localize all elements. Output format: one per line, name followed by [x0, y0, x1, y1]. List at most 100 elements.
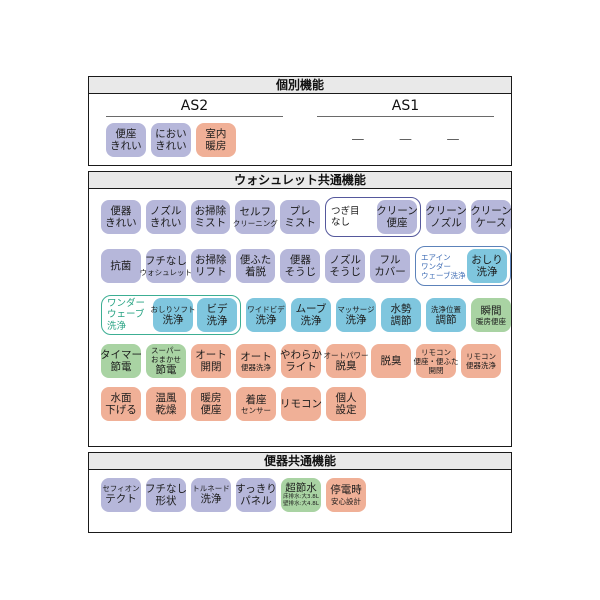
badge-line: 室内: [205, 127, 227, 140]
feature-badge: オート 便器洗浄: [236, 344, 276, 379]
badge-line: 水勢: [390, 303, 412, 316]
badge-line: パネル: [240, 495, 272, 507]
feature-badge: お掃除 ミスト: [190, 200, 231, 234]
badge-line: 停電時: [330, 484, 362, 497]
feature-badge: 停電時 安心設計: [326, 478, 366, 512]
feature-badge: リモコン 便座・便ふた 開閉: [414, 344, 459, 379]
feature-badge: 便座 きれい: [105, 123, 146, 157]
badge-line: 着脱: [245, 266, 267, 278]
feature-badge: すっきり パネル: [235, 478, 277, 512]
feature-row: 水面 下げる 温風 乾燥 暖房 便座 着座 センサー リモコン 個人 設定: [101, 387, 511, 422]
feature-badge: 水面 下げる: [101, 387, 141, 422]
feature-badge: スーパー おまかせ 節電: [146, 344, 186, 379]
individual-body: AS2 便座 きれい におい きれい 室内 暖房 AS1 — — —: [89, 94, 511, 157]
feature-badge: オート 開閉: [191, 344, 231, 379]
feature-badge: クリーン ケース: [470, 200, 512, 234]
badge-line: 便ふた: [239, 253, 272, 266]
badge-line: 床排水:大3.8L: [283, 494, 319, 501]
badge-line: 洗浄: [345, 313, 367, 326]
feature-badge: フル カバー: [370, 249, 410, 283]
badge-line: ウォシュレット: [139, 267, 193, 277]
as2-badge-row: 便座 きれい におい きれい 室内 暖房: [105, 123, 283, 157]
badge-line: 脱臭: [380, 355, 402, 368]
badge-line: 温風: [155, 392, 177, 405]
badge-line: 節電: [110, 361, 132, 374]
badge-line: 洗浄: [476, 266, 498, 278]
feature-row: 抗菌 フチなし ウォシュレット お掃除 リフト 便ふた 着脱 便器 そうじ ノズル そうじ フル カバー…: [101, 246, 511, 286]
feature-badge: オートパワー 脱臭: [324, 344, 369, 379]
feature-badge: 超節水 床排水:大3.8L 壁排水:大4.8L: [281, 478, 321, 512]
model-label-as1: AS1: [391, 98, 420, 114]
badge-line: お掃除: [194, 253, 227, 266]
badge-line: ワンダー: [107, 298, 146, 309]
feature-badge: 便器 きれい: [101, 200, 141, 234]
badge-line: クリーン: [376, 204, 418, 217]
feature-badge: ムーブ 洗浄: [291, 298, 331, 333]
badge-line: フチなし: [144, 255, 187, 268]
as1-underline: [316, 116, 495, 117]
feature-group: つぎ目 なし クリーン 便座: [325, 197, 421, 237]
feature-badge: リモコン: [280, 387, 322, 422]
badge-line: 下げる: [105, 404, 137, 417]
badge-line: 設定: [335, 404, 357, 417]
badge-line: リモコン: [280, 398, 322, 411]
badge-line: におい: [155, 127, 187, 140]
badge-line: 調節: [390, 315, 412, 328]
badge-line: 乾燥: [155, 404, 177, 417]
badge-line: フル: [379, 253, 401, 266]
badge-line: 暖房便座: [476, 316, 506, 326]
feature-badge: タイマー 節電: [100, 344, 142, 379]
as1-dash-row: — — —: [317, 123, 494, 147]
feature-badge: おしりソフト 洗浄: [150, 298, 196, 333]
badge-line: ケース: [475, 217, 507, 229]
badge-line: 洗浄: [255, 313, 277, 326]
section-washlet-title: ウォシュレット共通機能: [89, 172, 511, 189]
badge-line: リモコン: [421, 347, 451, 357]
feature-badge: マッサージ 洗浄: [336, 298, 376, 333]
feature-badge: フチなし 形状: [145, 478, 187, 512]
badge-line: ノズル: [329, 253, 361, 266]
badge-line: 洗浄: [107, 320, 127, 332]
badge-line: 壁排水:大4.8L: [283, 501, 319, 508]
badge-line: おまかせ: [151, 355, 181, 365]
feature-badge: 瞬間 暖房便座: [471, 298, 511, 333]
badge-line: 個人: [335, 392, 357, 405]
badge-line: ウェーブ: [107, 309, 145, 321]
badge-line: やわらか: [280, 349, 322, 362]
badge-line: テクト: [105, 493, 137, 506]
feature-badge: フチなし ウォシュレット: [140, 249, 192, 283]
feature-badge: 温風 乾燥: [146, 387, 186, 422]
badge-line: ビデ: [206, 303, 228, 316]
feature-badge: プレ ミスト: [280, 200, 320, 234]
badge-line: タイマー: [100, 349, 142, 362]
badge-line: お掃除: [194, 204, 227, 217]
badge-line: そうじ: [329, 266, 361, 278]
badge-line: 洗浄: [206, 315, 228, 328]
dash-placeholder: —: [398, 132, 412, 147]
badge-line: きれい: [149, 217, 182, 229]
dash-placeholder: —: [446, 132, 460, 147]
badge-line: つぎ目: [331, 205, 360, 217]
feature-badge: クリーン ノズル: [425, 200, 467, 234]
badge-line: ライト: [285, 361, 317, 374]
group-label: ワンダー ウェーブ 洗浄: [105, 298, 149, 332]
feature-badge: トルネード 洗浄: [191, 478, 231, 512]
model-label-as2: AS2: [180, 98, 209, 114]
badge-line: ノズル: [430, 217, 462, 229]
badge-line: おしりソフト: [150, 304, 196, 314]
feature-row: セフィオン テクト フチなし 形状 トルネード 洗浄 すっきり パネル 超節水 床排水:大3.8L…: [101, 478, 511, 512]
badge-line: 暖房: [200, 392, 222, 405]
badge-line: フチなし: [145, 482, 187, 495]
feature-badge: 着座 センサー: [236, 387, 276, 422]
badge-line: オート: [195, 349, 227, 362]
as2-underline: [105, 116, 284, 117]
badge-line: プレ: [289, 204, 311, 217]
feature-group: ワンダー ウェーブ 洗浄 おしりソフト 洗浄 ビデ 洗浄: [101, 295, 241, 336]
badge-line: 便器洗浄: [466, 361, 496, 371]
section-toilet-common-functions: 便器共通機能 セフィオン テクト フチなし 形状 トルネード 洗浄 すっきり パネル 超節水 床排…: [88, 452, 512, 533]
feature-badge: ワイドビデ 洗浄: [246, 298, 286, 333]
badge-line: クリーニング: [232, 218, 278, 228]
badge-line: そうじ: [284, 266, 317, 278]
feature-badge: セルフ クリーニング: [232, 200, 278, 234]
section-washlet-common-functions: ウォシュレット共通機能 便器 きれいノズル きれい お掃除 ミスト セルフ クリーニング プレ…: [88, 171, 512, 447]
